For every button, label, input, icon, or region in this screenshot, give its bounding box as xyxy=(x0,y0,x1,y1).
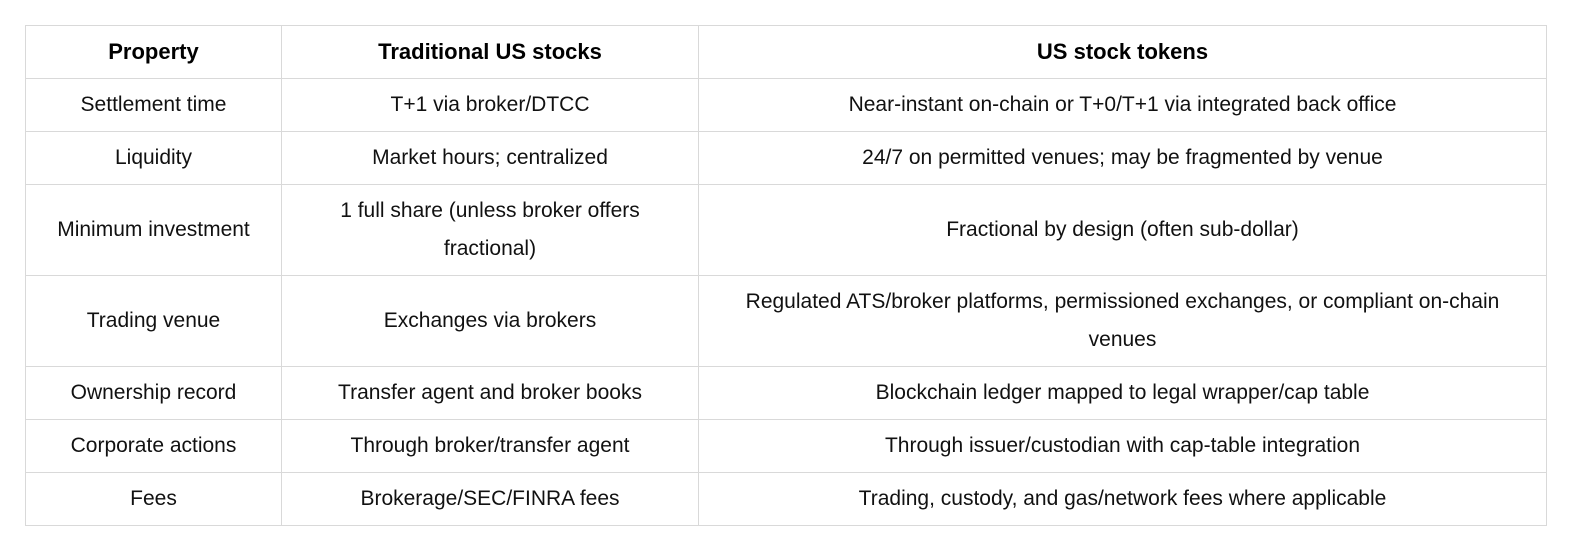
table-row-settlement-time: Settlement time T+1 via broker/DTCC Near… xyxy=(25,78,1547,132)
table-row-liquidity: Liquidity Market hours; centralized 24/7… xyxy=(25,131,1547,185)
table-cell: Ownership record xyxy=(25,366,282,420)
table-cell: Exchanges via brokers xyxy=(281,275,699,367)
table-cell: Minimum investment xyxy=(25,184,282,276)
table-cell: Trading venue xyxy=(25,275,282,367)
table-cell: Fractional by design (often sub-dollar) xyxy=(698,184,1547,276)
comparison-table: Property Traditional US stocks US stock … xyxy=(25,25,1547,526)
column-header-traditional-us-stocks: Traditional US stocks xyxy=(281,25,699,79)
table-cell: 1 full share (unless broker offers fract… xyxy=(281,184,699,276)
table-cell: Trading, custody, and gas/network fees w… xyxy=(698,472,1547,526)
table-cell: Blockchain ledger mapped to legal wrappe… xyxy=(698,366,1547,420)
table-cell: 24/7 on permitted venues; may be fragmen… xyxy=(698,131,1547,185)
table-cell: Brokerage/SEC/FINRA fees xyxy=(281,472,699,526)
table-cell: Near-instant on-chain or T+0/T+1 via int… xyxy=(698,78,1547,132)
table-cell: Regulated ATS/broker platforms, permissi… xyxy=(698,275,1547,367)
table-cell: Transfer agent and broker books xyxy=(281,366,699,420)
table-cell: Fees xyxy=(25,472,282,526)
table-row-corporate-actions: Corporate actions Through broker/transfe… xyxy=(25,419,1547,473)
table-cell: Through broker/transfer agent xyxy=(281,419,699,473)
table-row-fees: Fees Brokerage/SEC/FINRA fees Trading, c… xyxy=(25,472,1547,526)
table-row-ownership-record: Ownership record Transfer agent and brok… xyxy=(25,366,1547,420)
table-row-minimum-investment: Minimum investment 1 full share (unless … xyxy=(25,184,1547,276)
column-header-property: Property xyxy=(25,25,282,79)
column-header-us-stock-tokens: US stock tokens xyxy=(698,25,1547,79)
table-cell: Liquidity xyxy=(25,131,282,185)
table-cell: Corporate actions xyxy=(25,419,282,473)
table-cell: Settlement time xyxy=(25,78,282,132)
table-cell: Through issuer/custodian with cap-table … xyxy=(698,419,1547,473)
table-cell: Market hours; centralized xyxy=(281,131,699,185)
table-row-trading-venue: Trading venue Exchanges via brokers Regu… xyxy=(25,275,1547,367)
header-row: Property Traditional US stocks US stock … xyxy=(25,25,1547,79)
table-cell: T+1 via broker/DTCC xyxy=(281,78,699,132)
